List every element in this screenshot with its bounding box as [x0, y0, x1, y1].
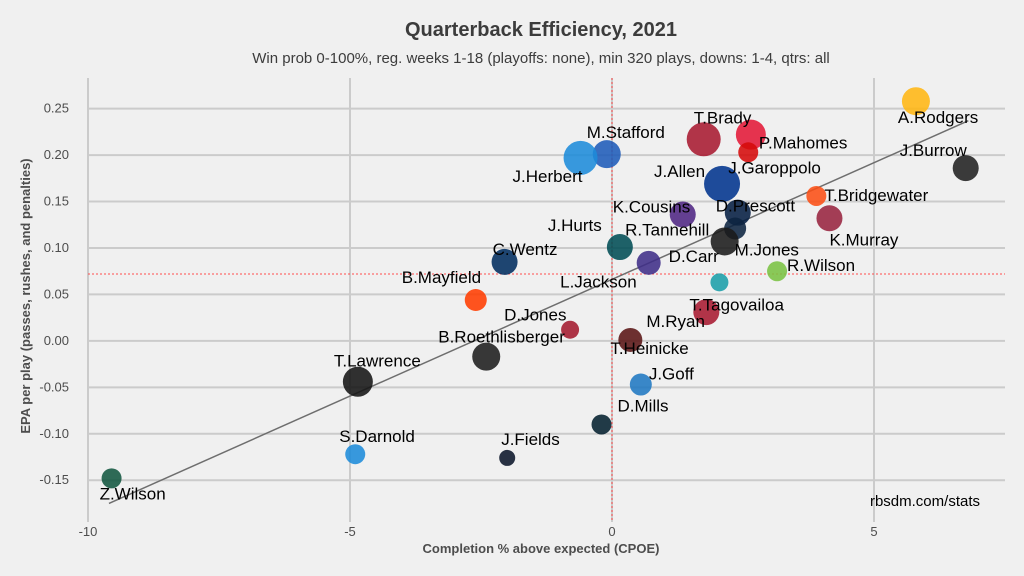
point-c-wentz: [491, 248, 518, 275]
label-m-stafford: M.Stafford: [587, 123, 665, 142]
chart-subtitle: Win prob 0-100%, reg. weeks 1-18 (playof…: [252, 50, 830, 67]
y-tick-label: -0.10: [39, 426, 69, 441]
label-a-rodgers: A.Rodgers: [898, 108, 978, 127]
point-j-hurts: [606, 234, 633, 261]
label-z-wilson: Z.Wilson: [100, 484, 166, 503]
y-tick-labels: 0.25 0.20 0.15 0.10 0.05 0.00 -0.05 -0.10 -0.15: [39, 101, 69, 488]
y-axis-label: EPA per play (passes, rushes, and penalt…: [18, 158, 33, 433]
label-t-tagovailoa: T.Tagovailoa: [689, 295, 784, 314]
point-b-mayfield: [464, 289, 487, 311]
point-d-carr: [636, 250, 661, 275]
label-j-goff: J.Goff: [649, 365, 694, 384]
x-axis-label: Completion % above expected (CPOE): [423, 541, 660, 556]
point-p-mahomes: [735, 119, 766, 150]
label-m-jones: M.Jones: [735, 240, 799, 259]
label-d-mills: D.Mills: [618, 396, 669, 415]
x-tick-label: -10: [79, 524, 98, 539]
label-t-lawrence: T.Lawrence: [334, 352, 421, 371]
label-t-heinicke: T.Heinicke: [610, 339, 688, 358]
point-t-tagovailoa: [710, 273, 729, 292]
qb-labels: A.Rodgers T.Brady P.Mahomes J.Garoppolo M.St…: [100, 108, 979, 503]
point-m-jones: [710, 227, 739, 256]
label-s-darnold: S.Darnold: [339, 427, 415, 446]
label-d-jones: D.Jones: [504, 306, 566, 325]
label-c-wentz: C.Wentz: [493, 240, 558, 259]
point-a-rodgers: [901, 87, 930, 116]
point-k-murray: [816, 205, 843, 232]
trend-line: [108, 120, 969, 505]
point-t-lawrence: [342, 366, 373, 397]
label-p-mahomes: P.Mahomes: [759, 134, 848, 153]
point-s-darnold: [345, 444, 366, 465]
point-j-fields: [499, 449, 516, 466]
qb-points: [101, 87, 979, 489]
point-m-ryan: [618, 327, 643, 352]
label-t-bridgewater: T.Bridgewater: [824, 186, 928, 205]
y-tick-label: 0.05: [44, 286, 69, 301]
label-k-murray: K.Murray: [829, 230, 898, 249]
x-tick-label: -5: [344, 524, 356, 539]
label-l-jackson: L.Jackson: [560, 273, 637, 292]
point-j-burrow: [952, 155, 979, 182]
point-z-wilson: [101, 468, 122, 489]
y-tick-label: 0.25: [44, 101, 69, 116]
point-r-wilson: [767, 261, 788, 282]
label-j-hurts: J.Hurts: [548, 216, 602, 235]
point-b-roethlisberger: [472, 342, 501, 371]
label-b-mayfield: B.Mayfield: [402, 268, 481, 287]
label-j-fields: J.Fields: [501, 430, 560, 449]
label-r-tannehill: R.Tannehill: [625, 220, 709, 239]
y-tick-label: 0.20: [44, 147, 69, 162]
label-j-allen: J.Allen: [654, 162, 705, 181]
y-tick-label: 0.15: [44, 194, 69, 209]
x-tick-labels: -10 -5 0 5: [79, 524, 878, 539]
x-tick-label: 0: [608, 524, 615, 539]
point-t-bridgewater: [806, 185, 827, 206]
point-j-allen: [704, 165, 741, 202]
label-d-carr: D.Carr: [669, 247, 719, 266]
x-tick-label: 5: [870, 524, 877, 539]
point-t-heinicke: [693, 299, 720, 326]
label-j-garoppolo: J.Garoppolo: [728, 158, 821, 177]
label-d-prescott: D.Prescott: [716, 197, 796, 216]
point-k-cousins: [669, 201, 696, 228]
source-credit: rbsdm.com/stats: [870, 493, 980, 510]
y-tick-label: -0.05: [39, 379, 69, 394]
point-j-garoppolo: [738, 142, 759, 163]
point-m-stafford: [592, 140, 621, 169]
point-j-goff: [629, 373, 652, 396]
label-t-brady: T.Brady: [694, 108, 752, 127]
point-d-jones: [561, 320, 580, 339]
label-j-herbert: J.Herbert: [513, 167, 583, 186]
point-t-brady: [686, 122, 721, 157]
chart-title: Quarterback Efficiency, 2021: [405, 19, 677, 41]
point-d-mills: [591, 414, 612, 435]
label-b-roethlisberger: B.Roethlisberger: [438, 328, 565, 347]
label-j-burrow: J.Burrow: [900, 141, 968, 160]
label-k-cousins: K.Cousins: [613, 198, 690, 217]
y-tick-label: -0.15: [39, 472, 69, 487]
y-tick-label: 0.00: [44, 333, 69, 348]
label-m-ryan: M.Ryan: [646, 312, 705, 331]
y-tick-label: 0.10: [44, 240, 69, 255]
point-j-herbert: [563, 140, 598, 175]
label-r-wilson: R.Wilson: [787, 256, 855, 275]
